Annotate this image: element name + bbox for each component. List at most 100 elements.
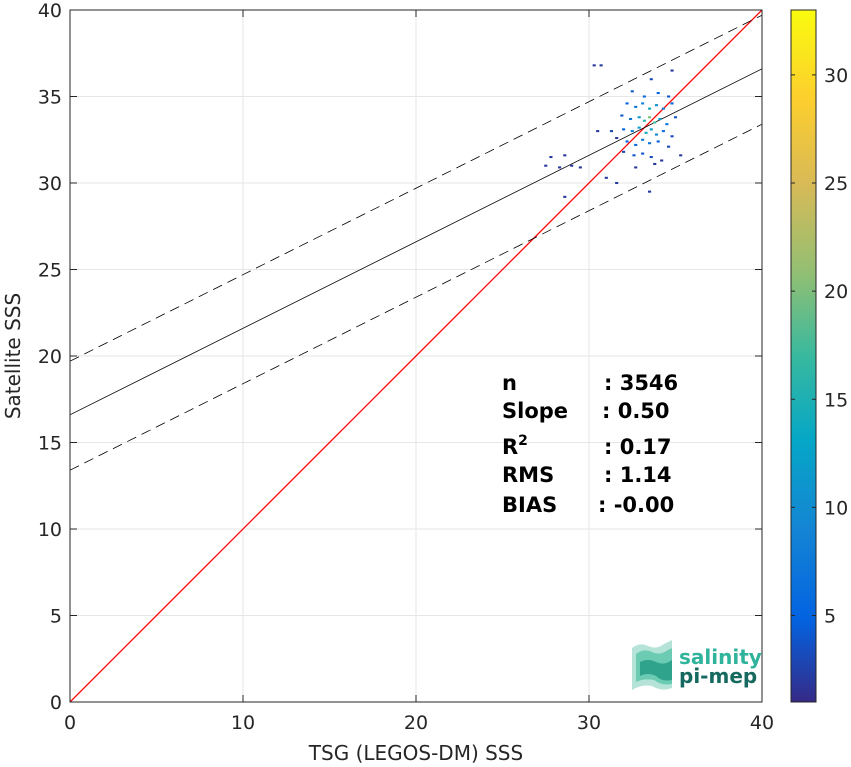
y-tick-label: 40 xyxy=(38,0,62,22)
density-point xyxy=(592,64,596,67)
y-tick-label: 5 xyxy=(50,606,62,628)
density-point xyxy=(656,140,660,143)
density-point xyxy=(653,121,657,124)
colorbar-tick-label: 25 xyxy=(824,173,848,195)
density-point xyxy=(647,116,652,119)
density-point xyxy=(641,102,645,105)
density-point xyxy=(679,154,683,157)
density-point xyxy=(649,78,653,81)
density-point xyxy=(647,107,652,110)
colorbar-tick-label: 30 xyxy=(824,65,848,87)
colorbar-tick-label: 5 xyxy=(824,606,836,628)
stat-rms-value: : 1.14 xyxy=(604,463,672,487)
density-point xyxy=(620,114,624,117)
density-point xyxy=(660,159,664,162)
y-tick-labels: 0 5 10 15 20 25 30 35 40 xyxy=(38,0,62,714)
density-point xyxy=(634,105,638,108)
y-tick-label: 0 xyxy=(50,692,62,714)
density-point xyxy=(570,164,574,167)
y-tick-label: 30 xyxy=(38,173,62,195)
density-point xyxy=(599,64,603,67)
density-point xyxy=(615,136,619,140)
density-point xyxy=(544,164,548,167)
density-point xyxy=(641,138,645,141)
salinity-pi-mep-logo: salinity pi-mep xyxy=(632,640,762,690)
density-point xyxy=(558,166,562,169)
density-point xyxy=(658,117,662,121)
density-point xyxy=(654,104,659,107)
stat-r2-label: R2 xyxy=(502,433,528,459)
density-point xyxy=(647,142,652,145)
density-point xyxy=(634,143,638,146)
density-point xyxy=(637,126,641,129)
density-point xyxy=(563,195,567,198)
density-point xyxy=(667,145,671,148)
density-point xyxy=(644,131,648,134)
density-point xyxy=(641,152,645,155)
x-tick-label: 40 xyxy=(750,712,774,734)
density-point xyxy=(596,130,600,133)
density-point xyxy=(642,119,646,122)
x-tick-labels: 0 10 20 30 40 xyxy=(64,712,774,734)
x-tick-label: 30 xyxy=(577,712,601,734)
density-point xyxy=(634,166,638,169)
y-tick-label: 25 xyxy=(38,260,62,282)
density-point xyxy=(673,116,678,119)
density-points xyxy=(544,64,683,198)
colorbar xyxy=(790,9,817,703)
density-point xyxy=(630,130,634,133)
density-point xyxy=(632,154,636,157)
density-point xyxy=(628,117,633,121)
fit-line xyxy=(70,68,762,416)
density-point xyxy=(625,140,629,143)
stat-r2-value: : 0.17 xyxy=(604,435,672,459)
wave-logo-icon xyxy=(632,640,672,690)
stat-n-label: n xyxy=(502,371,517,395)
density-point xyxy=(615,181,619,185)
logo-text-pimep: pi-mep xyxy=(679,664,757,688)
density-point xyxy=(609,130,614,133)
y-axis-label: Satellite SSS xyxy=(1,293,25,419)
stat-bias-value: : -0.00 xyxy=(598,493,674,517)
regression-lines xyxy=(70,10,762,702)
stat-slope-value: : 0.50 xyxy=(602,399,670,423)
density-point xyxy=(630,90,634,93)
density-point xyxy=(622,150,626,153)
fit-upper-line xyxy=(70,14,762,362)
density-point xyxy=(647,190,652,193)
density-point xyxy=(563,154,567,157)
stat-r2-letter: R xyxy=(502,435,518,459)
colorbar-ticks: 5 10 15 20 25 30 xyxy=(791,65,848,628)
density-point xyxy=(604,176,608,179)
y-tick-label: 35 xyxy=(38,87,62,109)
density-point xyxy=(670,135,674,138)
density-point xyxy=(653,162,657,166)
density-point xyxy=(661,130,665,133)
logo-text-salinity: salinity xyxy=(679,645,762,669)
stat-n-value: : 3546 xyxy=(604,371,678,395)
density-point xyxy=(656,92,660,95)
density-point xyxy=(578,166,582,169)
density-point xyxy=(667,95,671,98)
density-point xyxy=(649,128,653,131)
colorbar-tick-label: 10 xyxy=(824,497,848,519)
y-tick-label: 20 xyxy=(38,346,62,368)
stat-bias-label: BIAS xyxy=(502,493,557,517)
y-tick-label: 10 xyxy=(38,519,62,541)
colorbar-tick-label: 15 xyxy=(824,389,848,411)
axis-ticks xyxy=(69,9,763,703)
density-point xyxy=(670,69,674,72)
x-tick-label: 10 xyxy=(231,712,255,734)
density-point xyxy=(549,156,553,159)
x-axis-label: TSG (LEGOS-DM) SSS xyxy=(308,741,523,765)
stat-r2-sup: 2 xyxy=(518,433,528,449)
density-point xyxy=(625,102,629,105)
stat-slope-label: Slope xyxy=(502,399,568,423)
density-point xyxy=(665,123,669,126)
y-tick-label: 15 xyxy=(38,433,62,455)
density-point xyxy=(649,156,653,159)
density-point xyxy=(622,128,626,131)
density-point xyxy=(661,107,665,110)
density-point xyxy=(670,102,674,105)
